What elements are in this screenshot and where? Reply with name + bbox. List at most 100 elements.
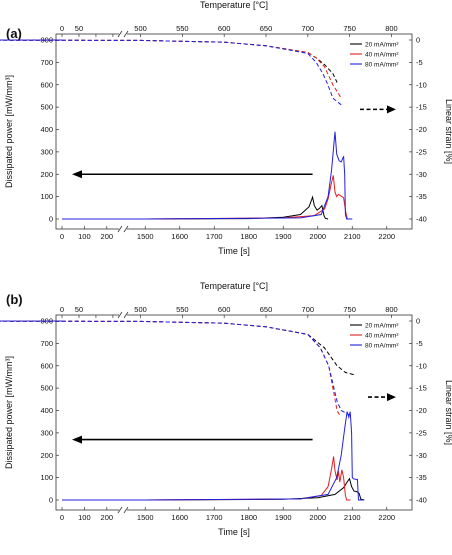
series-power-line <box>62 456 351 501</box>
y-left-tick-label: 100 <box>40 192 53 201</box>
x-top-tick-label: 50 <box>75 24 83 33</box>
legend-entry: 40 mA/mm² <box>365 332 399 339</box>
panel-label: (a) <box>6 26 22 41</box>
series-strain-line <box>0 320 354 376</box>
x-top-axis-title: Temperature [°C] <box>200 281 268 291</box>
axis-break-mark <box>117 311 123 319</box>
panel-label: (b) <box>6 292 23 307</box>
y-left-axis-title: Dissipated power [mW/mm³] <box>4 75 14 188</box>
axis-break-mark <box>117 30 123 38</box>
x-top-tick-label: 750 <box>343 305 356 314</box>
axis-break-mark <box>123 506 129 514</box>
y-right-tick-label: -30 <box>416 451 427 460</box>
series-power-line <box>62 477 365 501</box>
x-bottom-tick-label: 1600 <box>171 232 188 241</box>
axis-break-gap <box>119 31 127 37</box>
x-bottom-tick-label: 200 <box>101 513 114 522</box>
x-bottom-tick-label: 2200 <box>378 232 395 241</box>
x-top-tick-label: 650 <box>260 305 273 314</box>
y-left-tick-label: 200 <box>40 451 53 460</box>
x-top-tick-label: 550 <box>176 305 189 314</box>
legend-entry: 20 mA/mm² <box>365 41 399 48</box>
x-bottom-axis-title: Time [s] <box>218 527 250 537</box>
x-bottom-tick-label: 1700 <box>206 513 223 522</box>
x-top-axis-title: Temperature [°C] <box>200 0 268 10</box>
x-top-tick-label: 600 <box>218 305 231 314</box>
x-bottom-tick-label: 1500 <box>137 232 154 241</box>
x-bottom-tick-label: 1800 <box>240 232 257 241</box>
x-bottom-tick-label: 100 <box>78 513 91 522</box>
y-right-tick-label: -25 <box>416 428 427 437</box>
x-bottom-tick-label: 2200 <box>378 513 395 522</box>
x-bottom-tick-label: 1700 <box>206 232 223 241</box>
y-right-axis-title: Linear strain [%] <box>444 99 452 164</box>
arrow-head-left <box>72 435 82 444</box>
y-left-tick-label: 600 <box>40 80 53 89</box>
x-top-tick-label: 50 <box>75 305 83 314</box>
arrow-head-left <box>72 170 82 179</box>
axis-break-mark <box>123 30 129 38</box>
series-power-line <box>62 175 351 220</box>
x-bottom-tick-label: 0 <box>60 513 64 522</box>
x-bottom-tick-label: 1500 <box>137 513 154 522</box>
legend-entry: 20 mA/mm² <box>365 322 399 329</box>
y-left-tick-label: 700 <box>40 58 53 67</box>
series-strain-line <box>0 39 342 106</box>
x-bottom-tick-label: 2000 <box>309 513 326 522</box>
axis-break-mark <box>123 225 129 233</box>
y-right-tick-label: -10 <box>416 80 427 89</box>
chart-panel: (b) 0 50 500 550 600 650 700 750 800 Temperature [… <box>0 281 452 537</box>
axis-break-gap <box>119 226 127 232</box>
y-right-tick-label: 0 <box>416 317 420 326</box>
x-bottom-tick-label: 0 <box>60 232 64 241</box>
x-top-tick-label: 800 <box>385 24 398 33</box>
axis-break-gap <box>119 312 127 318</box>
plot-frame <box>55 314 413 511</box>
x-top-tick-label: 650 <box>260 24 273 33</box>
legend-entry: 80 mA/mm² <box>365 342 399 349</box>
x-top-tick-label: 800 <box>385 305 398 314</box>
y-right-tick-label: -30 <box>416 170 427 179</box>
y-left-tick-label: 300 <box>40 428 53 437</box>
y-right-tick-label: -25 <box>416 147 427 156</box>
x-bottom-tick-label: 2100 <box>344 513 361 522</box>
arrow-head-right <box>387 393 396 402</box>
series-strain-line <box>0 320 350 416</box>
y-right-tick-label: -20 <box>416 406 427 415</box>
x-bottom-tick-label: 2100 <box>344 232 361 241</box>
x-top-tick-label: 700 <box>302 305 315 314</box>
series-power-line <box>62 131 353 220</box>
y-left-tick-label: 400 <box>40 125 53 134</box>
x-bottom-axis-title: Time [s] <box>218 246 250 256</box>
y-left-tick-label: 300 <box>40 147 53 156</box>
y-left-tick-label: 400 <box>40 406 53 415</box>
y-left-tick-label: 700 <box>40 339 53 348</box>
y-right-tick-label: -5 <box>416 339 423 348</box>
axis-break-mark <box>117 225 123 233</box>
axis-break-mark <box>117 506 123 514</box>
x-top-tick-label: 0 <box>60 24 64 33</box>
plot-frame <box>55 33 413 230</box>
arrow-head-right <box>387 105 396 114</box>
y-right-tick-label: -20 <box>416 125 427 134</box>
axis-break-gap <box>119 507 127 513</box>
legend-entry: 40 mA/mm² <box>365 51 399 58</box>
x-bottom-tick-label: 200 <box>101 232 114 241</box>
x-top-tick-label: 700 <box>302 24 315 33</box>
series-power-line <box>62 411 363 501</box>
x-bottom-tick-label: 100 <box>78 232 91 241</box>
x-top-tick-label: 750 <box>343 24 356 33</box>
y-right-tick-label: -15 <box>416 103 427 112</box>
x-top-tick-label: 500 <box>134 305 147 314</box>
y-right-tick-label: -40 <box>416 215 427 224</box>
x-bottom-tick-label: 1800 <box>240 513 257 522</box>
y-right-tick-label: -15 <box>416 384 427 393</box>
series-power-line <box>62 195 329 220</box>
y-left-tick-label: 600 <box>40 361 53 370</box>
y-right-tick-label: -10 <box>416 361 427 370</box>
axis-break-mark <box>123 311 129 319</box>
series-strain-line <box>0 39 342 99</box>
x-bottom-tick-label: 1900 <box>275 232 292 241</box>
